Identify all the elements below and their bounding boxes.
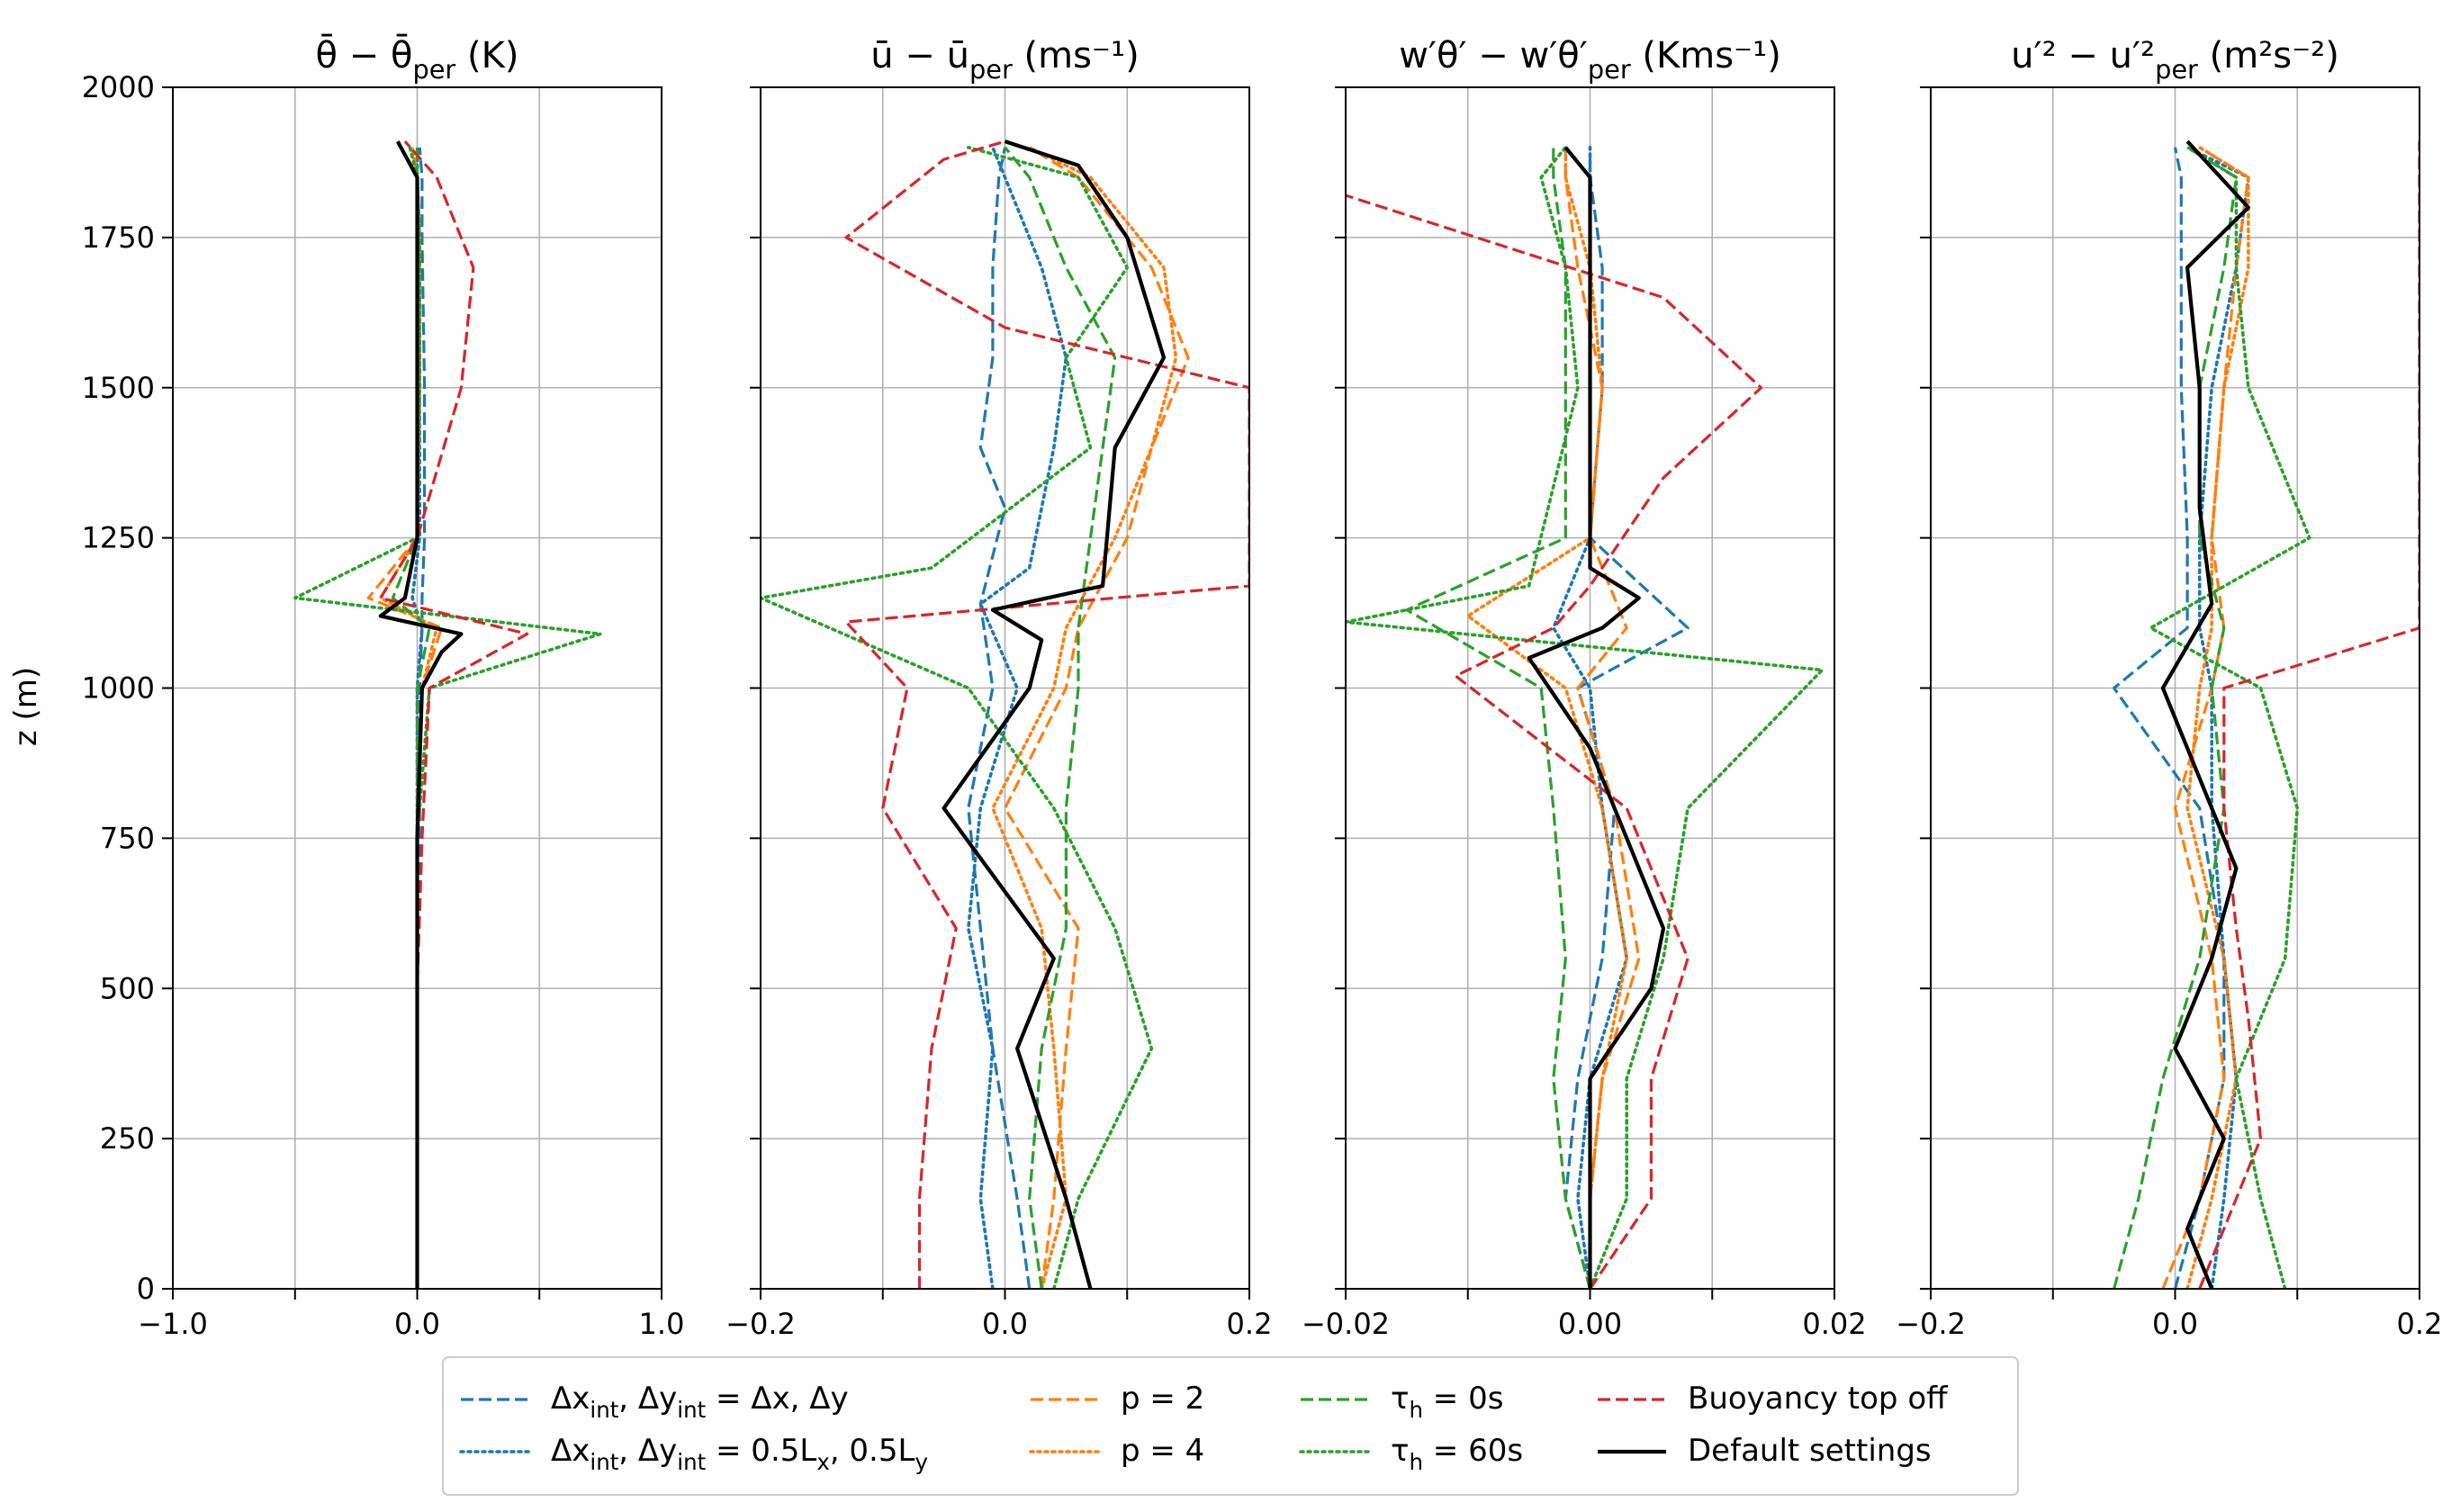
series-line bbox=[293, 146, 602, 1289]
legend-item: p = 2 bbox=[1031, 1381, 1204, 1417]
gridlines bbox=[760, 86, 1250, 1290]
series-line bbox=[1563, 147, 1690, 1289]
legend-items: Δxint, Δyint = Δx, Δy Δxint, Δyint = 0.5L… bbox=[459, 1381, 1949, 1475]
series-line bbox=[844, 140, 1249, 1289]
series-line bbox=[1346, 146, 1825, 1289]
legend-label: Buoyancy top off bbox=[1688, 1381, 1949, 1417]
x-tick-label: 0.2 bbox=[1227, 1307, 1273, 1341]
legend: Δxint, Δyint = Δx, Δy Δxint, Δyint = 0.5L… bbox=[442, 1356, 2019, 1496]
x-tick-label: 0.2 bbox=[2397, 1307, 2443, 1341]
series-line bbox=[942, 140, 1167, 1289]
subplot-1: −1.0 0.0 1.0 0 250 500 750 1000 1250 1500 1750 2000… bbox=[82, 33, 685, 1341]
legend-label: τh = 0s bbox=[1391, 1381, 1503, 1423]
y-tick-label: 2000 bbox=[82, 70, 155, 104]
series-group bbox=[293, 140, 602, 1289]
x-tick-label: −0.02 bbox=[1302, 1307, 1390, 1341]
subplot-4: −0.2 0.0 0.2 u′² − u′²per (m²s⁻²) bbox=[1896, 35, 2442, 1341]
series-line bbox=[379, 140, 529, 1289]
series-line bbox=[2160, 140, 2250, 1289]
legend-label: Δxint, Δyint = Δx, Δy bbox=[551, 1381, 849, 1423]
subplot-2: −0.2 0.0 0.2 ū − ūper (ms⁻¹) bbox=[725, 35, 1272, 1341]
series-line bbox=[1466, 146, 1628, 1289]
legend-frame bbox=[442, 1356, 2019, 1496]
legend-item: Δxint, Δyint = Δx, Δy bbox=[461, 1381, 849, 1423]
y-tick-label: 750 bbox=[100, 821, 155, 855]
x-tick-label: 0.02 bbox=[1802, 1307, 1866, 1341]
series-line bbox=[2185, 146, 2250, 1289]
legend-item: p = 4 bbox=[1029, 1433, 1204, 1469]
y-tick-label: 1500 bbox=[82, 371, 155, 405]
series-line bbox=[1405, 147, 1592, 1289]
x-tick-label: 0.0 bbox=[394, 1307, 440, 1341]
y-tick-label: 1750 bbox=[82, 220, 155, 255]
subplot-title: u′² − u′²per (m²s⁻²) bbox=[2011, 35, 2339, 85]
series-line bbox=[391, 147, 431, 1289]
series-line bbox=[967, 147, 1032, 1289]
series-line bbox=[1003, 146, 1190, 1289]
legend-label: p = 4 bbox=[1121, 1433, 1204, 1469]
x-tick-label: 0.00 bbox=[1558, 1307, 1622, 1341]
gridlines bbox=[1930, 86, 2420, 1290]
legend-label: Δxint, Δyint = 0.5Lx, 0.5Ly​ bbox=[551, 1433, 928, 1475]
y-tick-label: 250 bbox=[100, 1121, 155, 1156]
y-axis-label: z (m) bbox=[8, 667, 44, 746]
subplot-3: −0.02 0.00 0.02 w′θ′ − w′θ′per (Kms⁻¹) bbox=[1302, 35, 1867, 1341]
series-line bbox=[1527, 146, 1666, 1289]
series-group bbox=[761, 140, 1249, 1289]
series-line bbox=[1346, 194, 1763, 1289]
series-line bbox=[2149, 146, 2311, 1289]
series-line bbox=[378, 140, 464, 1289]
x-tick-label: 1.0 bbox=[639, 1307, 685, 1341]
legend-item: Δxint, Δyint = 0.5Lx, 0.5Ly​ bbox=[459, 1433, 928, 1475]
legend-item: Default settings bbox=[1598, 1433, 1932, 1469]
y-tick-label: 1250 bbox=[82, 521, 155, 555]
series-line bbox=[2198, 141, 2419, 1289]
x-tick-label: −1.0 bbox=[138, 1307, 208, 1341]
legend-label: τh = 60s bbox=[1391, 1433, 1523, 1475]
subplot-title: ū − ūper (ms⁻¹) bbox=[870, 35, 1139, 85]
panels: −1.0 0.0 1.0 0 250 500 750 1000 1250 1500 1750 2000… bbox=[82, 33, 2443, 1341]
legend-label: Default settings bbox=[1688, 1433, 1932, 1469]
series-line bbox=[1004, 146, 1117, 1289]
series-line bbox=[967, 146, 1068, 1289]
series-line bbox=[2161, 146, 2250, 1289]
series-group bbox=[1346, 146, 1825, 1289]
subplot-title: w′θ′ − w′θ′per (Kms⁻¹) bbox=[1399, 35, 1781, 85]
legend-label: p = 2 bbox=[1121, 1381, 1204, 1417]
series-line bbox=[991, 146, 1178, 1289]
legend-item: Buoyancy top off bbox=[1598, 1381, 1949, 1417]
series-group bbox=[2113, 140, 2419, 1289]
y-tick-label: 500 bbox=[100, 971, 155, 1005]
series-line bbox=[761, 146, 1154, 1289]
subplot-title: θ̄ − θ̄per (K) bbox=[316, 33, 519, 85]
x-tick-label: 0.0 bbox=[982, 1307, 1028, 1341]
x-tick-label: −0.2 bbox=[725, 1307, 796, 1341]
legend-item: τh = 0s bbox=[1301, 1381, 1503, 1423]
y-tick-label: 1000 bbox=[82, 671, 155, 706]
legend-item: τh = 60s bbox=[1299, 1433, 1523, 1475]
series-line bbox=[2113, 147, 2226, 1289]
series-line bbox=[366, 147, 444, 1289]
y-tick-label: 0 bbox=[137, 1272, 155, 1306]
x-tick-label: 0.0 bbox=[2152, 1307, 2198, 1341]
x-tick-label: −0.2 bbox=[1896, 1307, 1966, 1341]
